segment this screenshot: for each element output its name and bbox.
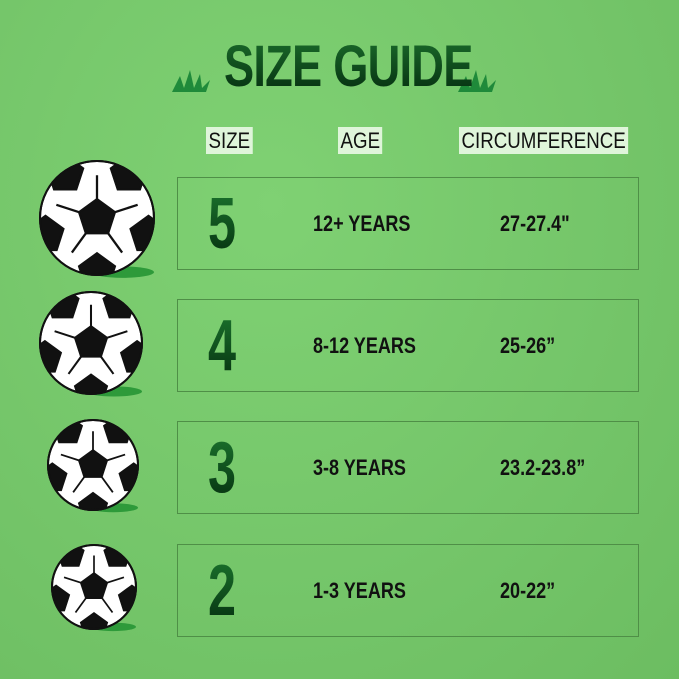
circumference-value: 25-26” <box>500 333 556 358</box>
circumference-value: 27-27.4" <box>500 211 570 236</box>
size-value: 4 <box>208 306 237 386</box>
circumference-value: 23.2-23.8” <box>500 455 586 480</box>
soccer-ball-icon <box>47 419 139 513</box>
age-value: 3-8 YEARS <box>313 455 406 480</box>
size-row-2: 2 1-3 YEARS 20-22” <box>177 544 639 637</box>
grass-icon <box>172 70 210 92</box>
age-value: 8-12 YEARS <box>313 333 416 358</box>
size-value: 5 <box>208 184 237 264</box>
header-age: AGE <box>338 127 383 154</box>
age-value: 12+ YEARS <box>313 211 411 236</box>
soccer-ball-icon <box>39 291 143 397</box>
soccer-ball-icon <box>39 160 155 278</box>
size-value: 2 <box>208 551 237 631</box>
size-value: 3 <box>208 428 237 508</box>
grass-icon <box>458 70 496 92</box>
age-value: 1-3 YEARS <box>313 578 406 603</box>
size-row-5: 5 12+ YEARS 27-27.4" <box>177 177 639 270</box>
header-size: SIZE <box>206 127 253 154</box>
size-row-4: 4 8-12 YEARS 25-26” <box>177 299 639 392</box>
soccer-ball-icon <box>51 544 137 632</box>
size-row-3: 3 3-8 YEARS 23.2-23.8” <box>177 421 639 514</box>
header-circumference: CIRCUMFERENCE <box>459 127 629 154</box>
page-title: SIZE GUIDE <box>224 34 473 99</box>
circumference-value: 20-22” <box>500 578 556 603</box>
